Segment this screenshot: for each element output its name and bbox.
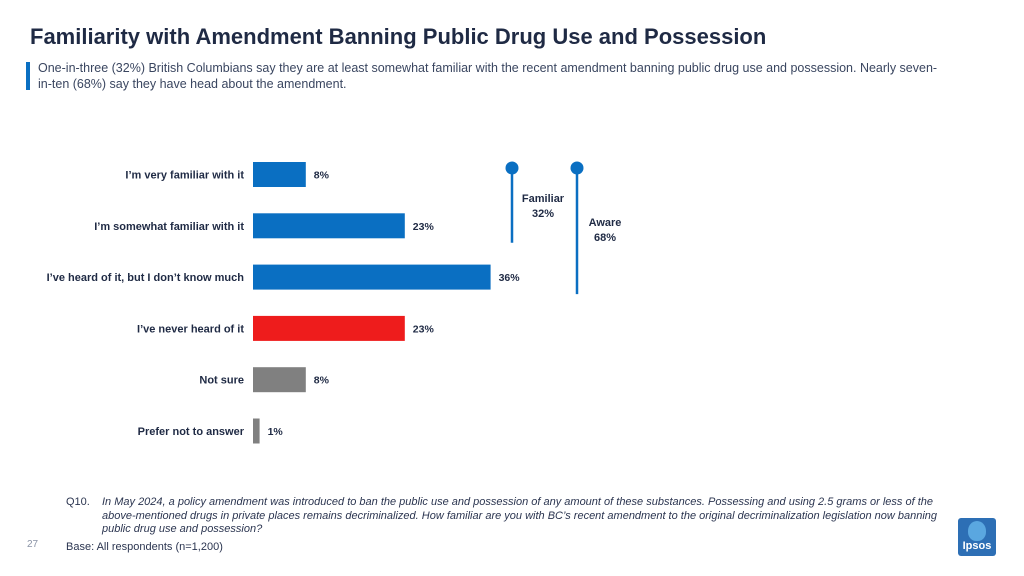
bar — [253, 162, 306, 187]
value-label: 1% — [268, 426, 284, 438]
value-label: 36% — [499, 272, 521, 284]
category-label: I’ve heard of it, but I don’t know much — [47, 272, 245, 284]
category-label: Prefer not to answer — [138, 426, 245, 438]
bracket-label: Familiar — [522, 193, 565, 205]
question-text: In May 2024, a policy amendment was intr… — [102, 496, 938, 535]
bar — [253, 264, 491, 290]
category-label: I’m somewhat familiar with it — [94, 221, 244, 233]
value-label: 23% — [413, 323, 435, 335]
category-label: Not sure — [199, 375, 244, 387]
page-title: Familiarity with Amendment Banning Publi… — [30, 24, 767, 49]
question-number: Q10. — [66, 496, 90, 508]
bar — [253, 418, 260, 444]
category-label: I’ve never heard of it — [137, 323, 244, 335]
base-note: Base: All respondents (n=1,200) — [66, 541, 223, 553]
bracket-dot — [570, 161, 584, 175]
bracket-label: Aware — [589, 217, 622, 229]
page-number: 27 — [27, 539, 39, 550]
ipsos-logo: Ipsos — [958, 518, 996, 556]
bracket-value-label: 68% — [594, 232, 616, 244]
value-label: 8% — [314, 375, 330, 387]
bar — [253, 315, 405, 341]
familiarity-bar-chart: I’m very familiar with it 8% I’m somewhat … — [47, 161, 622, 444]
value-label: 23% — [413, 221, 435, 233]
logo-text: Ipsos — [962, 540, 992, 552]
logo-mark-icon — [968, 521, 986, 541]
bracket-dot — [505, 161, 519, 175]
value-label: 8% — [314, 170, 330, 182]
bracket-value-label: 32% — [532, 208, 554, 220]
category-label: I’m very familiar with it — [125, 170, 244, 182]
page-subtitle: One-in-three (32%) British Columbians sa… — [38, 61, 938, 91]
bar — [253, 367, 306, 393]
subtitle-accent-bar — [26, 62, 30, 90]
bar — [253, 213, 405, 239]
